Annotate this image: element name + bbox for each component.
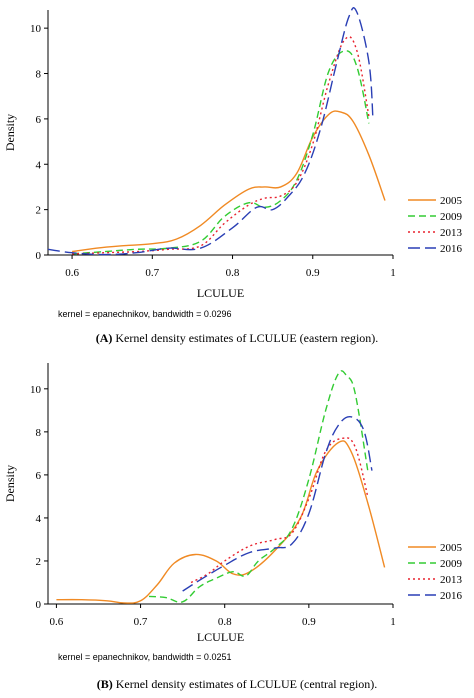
series-line-2005 xyxy=(56,440,386,604)
caption-b-text: Kernel density estimates of LCULUE (cent… xyxy=(113,677,378,691)
series-line-2005 xyxy=(71,110,386,253)
plot-a: 0 2 4 6 8 10 0.6 0.7 0.8 0.9 1 LCULUE Density 2005 200… xyxy=(3,7,463,300)
legend-label-2016: 2016 xyxy=(440,243,463,255)
caption-b-label: (B) xyxy=(97,677,113,691)
x-tick-label: 0.6 xyxy=(65,267,79,279)
caption-b: (B) Kernel density estimates of LCULUE (… xyxy=(97,677,378,691)
y-tick-label: 10 xyxy=(30,384,42,396)
y-tick-label: 6 xyxy=(36,114,42,126)
legend-label-2005: 2005 xyxy=(440,195,463,207)
x-axis-label: LCULUE xyxy=(197,630,244,644)
x-tick-label: 0.9 xyxy=(306,267,320,279)
x-tick-label: 0.7 xyxy=(145,267,159,279)
caption-a-label: (A) xyxy=(96,331,113,345)
y-tick-label: 2 xyxy=(36,205,42,217)
caption-a-text: Kernel density estimates of LCULUE (east… xyxy=(112,331,378,345)
series-line-2009 xyxy=(72,50,370,255)
y-tick-label: 4 xyxy=(36,513,42,525)
series-line-2013 xyxy=(72,36,370,255)
y-tick-label: 8 xyxy=(36,427,42,439)
legend-label-2013: 2013 xyxy=(440,227,463,239)
y-tick-label: 0 xyxy=(36,250,42,262)
y-tick-label: 6 xyxy=(36,470,42,482)
x-tick-label: 0.7 xyxy=(134,616,148,628)
x-tick-label: 1 xyxy=(390,267,396,279)
series-line-2016 xyxy=(47,7,374,256)
kernel-note-b: kernel = epanechnikov, bandwidth = 0.025… xyxy=(58,652,231,662)
series-line-2016 xyxy=(182,415,373,592)
x-tick-label: 0.9 xyxy=(302,616,316,628)
y-tick-label: 4 xyxy=(36,159,42,171)
series-line-2013 xyxy=(190,437,369,584)
y-axis-label: Density xyxy=(3,114,17,151)
caption-a: (A) Kernel density estimates of LCULUE (… xyxy=(96,331,379,345)
panel-a: 0 2 4 6 8 10 0.6 0.7 0.8 0.9 1 LCULUE Density 2005 200… xyxy=(3,7,463,345)
y-tick-label: 8 xyxy=(36,69,42,81)
y-tick-label: 0 xyxy=(36,599,42,611)
x-tick-label: 1 xyxy=(390,616,396,628)
x-tick-label: 0.8 xyxy=(226,267,240,279)
x-tick-label: 0.6 xyxy=(50,616,64,628)
y-tick-label: 2 xyxy=(36,556,42,568)
plot-b: 0 2 4 6 8 10 0.6 0.7 0.8 0.9 1 LCULUE Density 2005 200… xyxy=(3,363,463,644)
y-tick-label: 10 xyxy=(30,23,42,35)
series-line-2009 xyxy=(148,370,369,603)
x-tick-label: 0.8 xyxy=(218,616,232,628)
kernel-note-a: kernel = epanechnikov, bandwidth = 0.029… xyxy=(58,309,231,319)
legend-label-2005: 2005 xyxy=(440,542,463,554)
x-axis-label: LCULUE xyxy=(197,286,244,300)
legend-label-2016: 2016 xyxy=(440,590,463,602)
y-axis-label: Density xyxy=(3,465,17,502)
legend-label-2009: 2009 xyxy=(440,558,463,570)
legend-label-2013: 2013 xyxy=(440,574,463,586)
legend-label-2009: 2009 xyxy=(440,211,463,223)
panel-b: 0 2 4 6 8 10 0.6 0.7 0.8 0.9 1 LCULUE Density 2005 200… xyxy=(3,363,463,691)
